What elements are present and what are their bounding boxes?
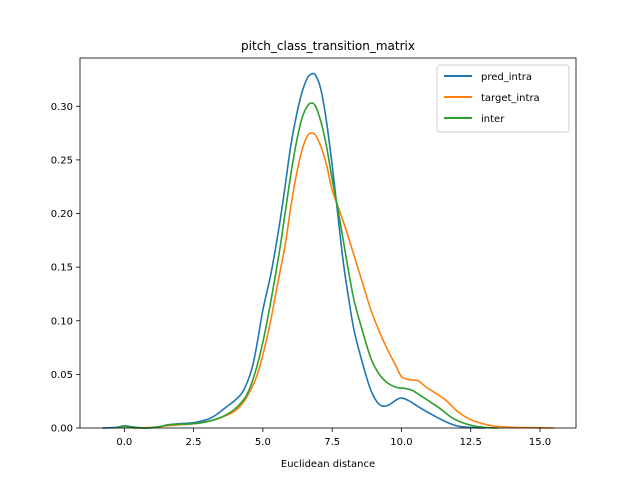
y-tick-label: 0.15 (51, 263, 73, 274)
chart-title: pitch_class_transition_matrix (241, 39, 415, 53)
x-tick-label: 0.0 (116, 437, 132, 448)
y-tick-label: 0.00 (51, 424, 73, 435)
y-tick-label: 0.30 (51, 102, 73, 113)
x-ticks: 0.0 2.5 5.0 7.5 10.0 12.5 15.0 (116, 428, 551, 448)
plot-frame (79, 57, 577, 429)
y-tick-label: 0.10 (51, 316, 73, 327)
y-tick-label: 0.05 (51, 370, 73, 381)
x-tick-label: 10.0 (390, 437, 412, 448)
x-tick-label: 2.5 (186, 437, 202, 448)
series-line-target-intra (132, 132, 554, 429)
x-tick-label: 12.5 (460, 437, 482, 448)
x-axis-label: Euclidean distance (281, 459, 375, 470)
x-tick-label: 5.0 (255, 437, 271, 448)
y-tick-label: 0.25 (51, 155, 73, 166)
series-line-inter (115, 102, 499, 429)
legend-label-pred-intra: pred_intra (481, 72, 532, 83)
legend: pred_intra target_intra inter (436, 64, 570, 133)
x-tick-label: 7.5 (324, 437, 340, 448)
y-ticks: 0.00 0.05 0.10 0.15 0.20 0.25 0.30 (51, 102, 80, 435)
y-tick-label: 0.20 (51, 209, 73, 220)
legend-label-inter: inter (481, 114, 505, 125)
legend-box (436, 64, 570, 133)
legend-label-target-intra: target_intra (481, 93, 540, 104)
x-tick-label: 15.0 (529, 437, 551, 448)
series-layer (102, 72, 554, 429)
